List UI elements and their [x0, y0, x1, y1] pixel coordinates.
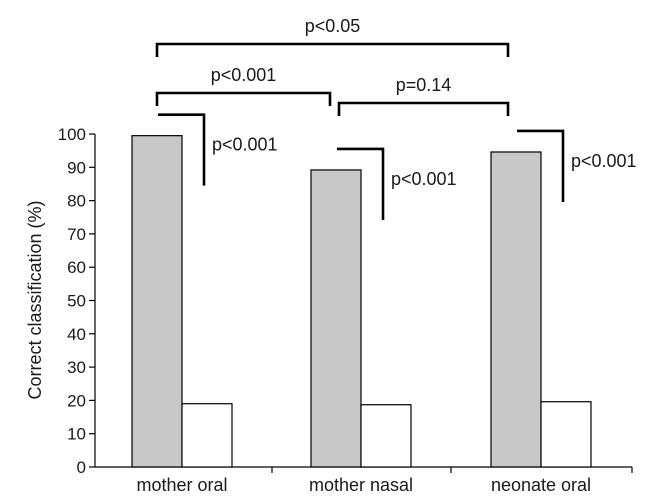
- p-value-label: p<0.001: [212, 135, 278, 155]
- within-bracket: [337, 147, 385, 220]
- p-value-label: p<0.05: [305, 16, 361, 36]
- within-bracket: [158, 113, 206, 186]
- y-tick-label: 50: [67, 292, 86, 311]
- x-category-label: mother oral: [136, 475, 227, 495]
- bars: [131, 135, 592, 468]
- x-category-label: mother nasal: [309, 475, 413, 495]
- bar: [181, 403, 233, 468]
- p-value-label: p=0.14: [396, 75, 452, 95]
- p-value-label: p<0.001: [571, 151, 637, 171]
- y-tick-label: 20: [67, 391, 86, 410]
- between-bracket: [155, 42, 510, 57]
- bar: [540, 401, 592, 468]
- axes: 0 10 20 30 40 50 60 70 80 90 100: [58, 125, 633, 477]
- bar: [131, 135, 183, 468]
- y-tick-label: 90: [67, 158, 86, 177]
- y-tick-label: 100: [58, 125, 86, 144]
- bar: [310, 169, 362, 468]
- y-tick-label: 10: [67, 425, 86, 444]
- y-tick-label: 40: [67, 325, 86, 344]
- within-bracket: [517, 129, 565, 202]
- y-tick-label: 30: [67, 358, 86, 377]
- y-axis-title: Correct classification (%): [25, 200, 45, 399]
- between-bracket: [337, 101, 510, 116]
- between-bracket: [155, 91, 332, 106]
- x-axis-labels: mother oral mother nasal neonate oral: [136, 475, 591, 495]
- p-value-label: p<0.001: [391, 169, 457, 189]
- bar: [360, 404, 412, 468]
- significance-annotations: p<0.001 p<0.001 p<0.001 p<0.05 p<0.001 p=0.14: [155, 16, 637, 220]
- y-tick-label: 0: [77, 458, 86, 477]
- y-tick-label: 70: [67, 225, 86, 244]
- p-value-label: p<0.001: [211, 65, 277, 85]
- bar: [490, 151, 542, 468]
- y-tick-label: 80: [67, 192, 86, 211]
- x-category-label: neonate oral: [491, 475, 591, 495]
- y-tick-label: 60: [67, 258, 86, 277]
